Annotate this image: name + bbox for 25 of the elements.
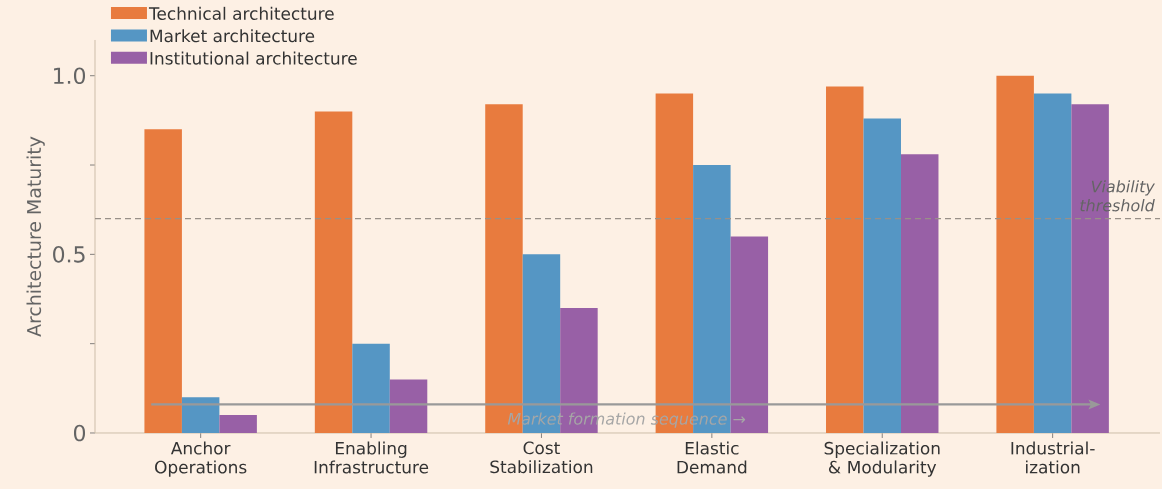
bar — [900, 154, 939, 433]
bar — [219, 415, 257, 433]
y-tick-label: 1.0 — [54, 67, 86, 84]
x-tick-label: Anchor Operations — [155, 441, 247, 477]
x-tick-label: Cost Stabilization — [490, 441, 593, 474]
x-tick-label: Enabling Infrastructure — [314, 441, 429, 474]
x-tick-label: Industrial-ization — [1011, 441, 1095, 474]
bar — [314, 111, 353, 433]
bar — [826, 86, 864, 433]
legend-label: Technical architecture — [148, 6, 334, 20]
legend-label: Market architecture — [150, 29, 315, 43]
bar — [352, 343, 390, 433]
bar — [996, 75, 1034, 433]
bar — [1033, 93, 1072, 433]
y-tick-label: 0.5 — [53, 246, 85, 263]
bar — [389, 379, 428, 433]
bar — [181, 397, 220, 433]
y-axis-title: Architecture Maturity — [26, 136, 45, 337]
bar — [863, 118, 901, 433]
x-tick-label: Specialization & Modularity — [824, 441, 940, 477]
bar — [144, 129, 182, 433]
y-tick-label: 0 — [73, 424, 86, 442]
x-tick-label: Elastic Demand — [677, 441, 747, 474]
bar — [730, 236, 769, 433]
legend-label: Institutional architecture — [150, 51, 357, 65]
